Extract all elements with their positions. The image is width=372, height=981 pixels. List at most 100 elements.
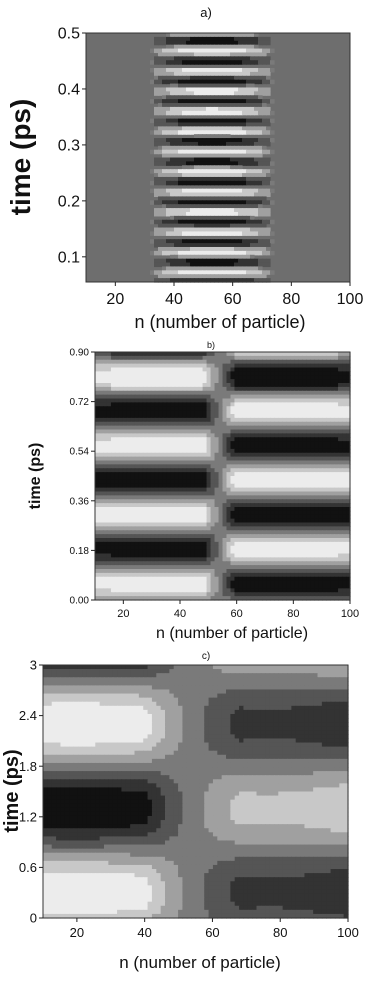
heatmap-cell	[182, 258, 187, 264]
heatmap-cell	[222, 227, 227, 233]
heatmap-cell	[206, 445, 212, 450]
heatmap-cell	[126, 390, 132, 396]
heatmap-cell	[246, 48, 251, 54]
heatmap-cell	[118, 386, 124, 392]
heatmap-cell	[206, 192, 211, 198]
heatmap-cell	[202, 56, 207, 61]
heatmap-cell	[206, 134, 211, 139]
heatmap-cell	[130, 414, 136, 419]
heatmap-cell	[178, 375, 184, 380]
heatmap-cell	[166, 270, 171, 275]
heatmap-cell	[190, 173, 195, 178]
heatmap-cell	[338, 468, 343, 473]
heatmap-cell	[278, 518, 283, 524]
heatmap-cell	[250, 479, 255, 485]
heatmap-cell	[234, 472, 240, 477]
heatmap-cell	[162, 468, 168, 473]
heatmap-cell	[234, 379, 240, 384]
heatmap-cell	[266, 483, 271, 489]
heatmap-cell	[198, 390, 204, 396]
heatmap-cell	[286, 417, 291, 423]
heatmap-cell	[266, 110, 271, 116]
heatmap-cell	[154, 278, 159, 283]
heatmap-cell	[282, 468, 287, 473]
heatmap-cell	[166, 410, 172, 415]
heatmap-cell	[254, 379, 259, 384]
heatmap-cell	[198, 456, 204, 462]
heatmap-cell	[162, 200, 167, 205]
heatmap-cell	[246, 367, 251, 372]
heatmap-cell	[190, 448, 196, 454]
heatmap-cell	[318, 445, 323, 450]
heatmap-cell	[178, 352, 184, 357]
heatmap-cell	[306, 495, 311, 500]
heatmap-cell	[222, 526, 228, 531]
heatmap-cell	[318, 479, 323, 485]
heatmap-cell	[310, 375, 315, 380]
heatmap-cell	[174, 445, 180, 450]
heatmap-cell	[294, 534, 299, 539]
heatmap-cell	[110, 410, 116, 415]
heatmap-cell	[246, 130, 251, 135]
heatmap-cell	[138, 510, 144, 516]
heatmap-cell	[254, 363, 259, 369]
heatmap-cell	[154, 468, 160, 473]
heatmap-cell	[250, 204, 255, 209]
heatmap-cell	[186, 452, 192, 458]
heatmap-cell	[322, 375, 327, 380]
heatmap-cell	[246, 153, 251, 159]
heatmap-cell	[206, 211, 211, 217]
heatmap-cell	[162, 196, 167, 201]
heatmap-cell	[170, 176, 175, 182]
heatmap-cell	[186, 56, 191, 61]
heatmap-cell	[250, 223, 255, 229]
heatmap-cell	[178, 219, 183, 225]
heatmap-cell	[262, 352, 267, 357]
heatmap-cell	[206, 375, 212, 380]
heatmap-cell	[294, 483, 299, 489]
heatmap-cell	[186, 223, 191, 229]
heatmap-cell	[138, 398, 144, 403]
heatmap-cell	[126, 410, 132, 415]
heatmap-cell	[102, 375, 108, 380]
heatmap-cell	[338, 456, 343, 462]
heatmap-cell	[202, 491, 208, 496]
heatmap-cell	[178, 386, 184, 392]
heatmap-cell	[270, 371, 275, 376]
heatmap-cell	[294, 363, 299, 369]
heatmap-cell	[150, 538, 156, 543]
heatmap-cell	[254, 173, 259, 178]
heatmap-cell	[174, 99, 179, 104]
heatmap-cell	[338, 437, 343, 442]
heatmap-cell	[222, 398, 228, 403]
heatmap-cell	[202, 386, 208, 392]
heatmap-cell	[298, 526, 303, 531]
heatmap-cell	[226, 165, 231, 170]
heatmap-cell	[190, 375, 196, 380]
heatmap-cell	[158, 410, 164, 415]
heatmap-cell	[194, 499, 200, 504]
heatmap-cell	[158, 429, 164, 434]
heatmap-cell	[122, 460, 128, 465]
heatmap-cell	[226, 176, 231, 182]
heatmap-cell	[158, 421, 164, 427]
heatmap-cell	[154, 106, 159, 112]
heatmap-cell	[266, 491, 271, 496]
heatmap-cell	[198, 495, 204, 500]
heatmap-cell	[142, 518, 148, 524]
heatmap-cell	[322, 417, 327, 423]
heatmap-cell	[254, 479, 259, 485]
heatmap-cell	[106, 452, 112, 458]
heatmap-cell	[342, 460, 347, 465]
heatmap-cell	[250, 188, 255, 194]
heatmap-cell	[182, 406, 188, 411]
heatmap-cell	[206, 522, 212, 527]
heatmap-cell	[226, 173, 231, 178]
heatmap-cell	[254, 398, 259, 403]
heatmap-cell	[242, 460, 247, 465]
heatmap-cell	[202, 503, 208, 508]
heatmap-cell	[258, 452, 263, 458]
heatmap-cell	[310, 355, 315, 361]
heatmap-cell	[278, 390, 283, 396]
heatmap-cell	[250, 476, 255, 481]
